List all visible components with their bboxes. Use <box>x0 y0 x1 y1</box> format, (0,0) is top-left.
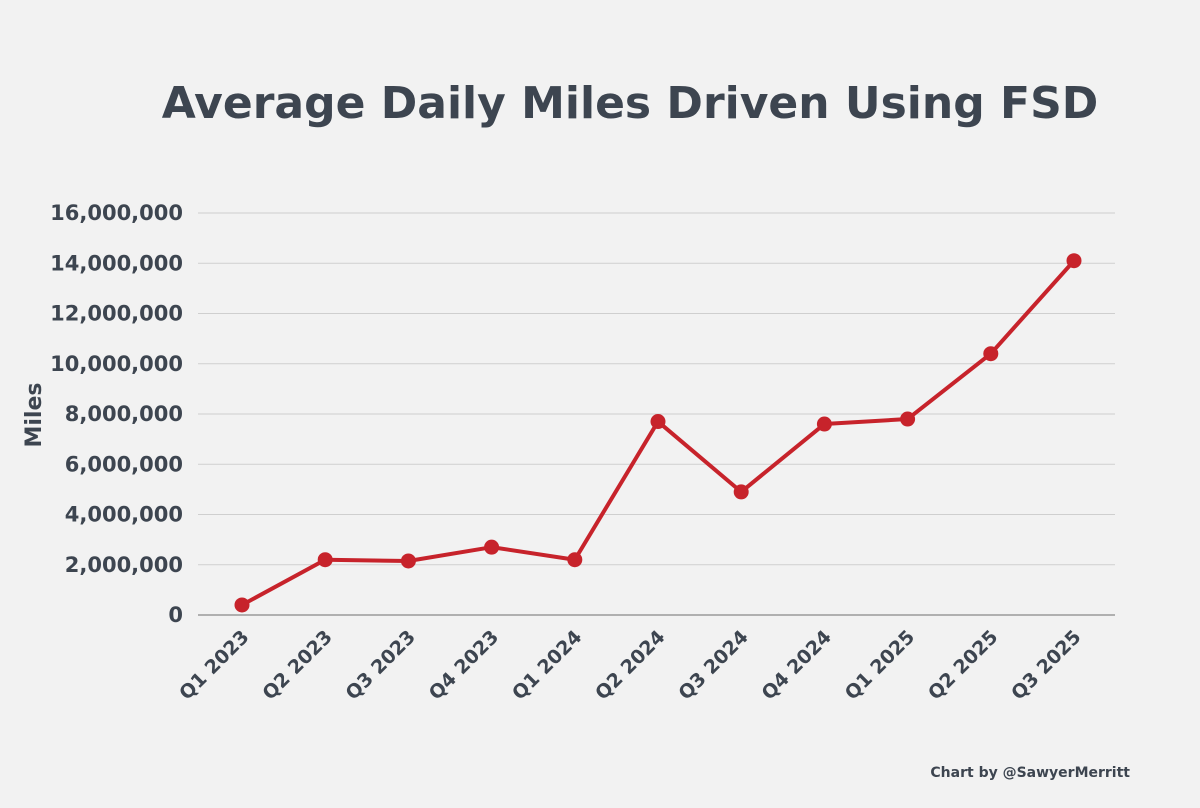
x-tick-label: Q4 2024 <box>758 626 836 704</box>
y-tick-label: 8,000,000 <box>65 402 183 426</box>
x-tick-label: Q1 2024 <box>508 626 586 704</box>
data-point <box>733 484 749 500</box>
y-tick-label: 6,000,000 <box>65 452 183 476</box>
data-point <box>816 416 832 432</box>
y-axis-label: Miles <box>22 383 47 448</box>
y-axis-ticks: 0 2,000,000 4,000,000 6,000,000 8,000,000 10,… <box>50 201 183 627</box>
x-tick-label: Q4 2023 <box>425 626 503 704</box>
x-tick-label: Q3 2023 <box>342 626 420 704</box>
series-line <box>241 259 1076 607</box>
x-tick-label: Q1 2025 <box>841 626 919 704</box>
chart-credit: Chart by @SawyerMerritt <box>930 765 1130 781</box>
x-axis-ticks: Q1 2023 Q2 2023 Q3 2023 Q4 2023 Q1 2024 Q2 20… <box>175 626 1085 704</box>
y-tick-label: 10,000,000 <box>50 352 183 376</box>
y-tick-label: 4,000,000 <box>65 503 183 527</box>
data-point <box>484 539 500 555</box>
x-tick-label: Q2 2025 <box>924 626 1002 704</box>
x-tick-label: Q2 2023 <box>258 626 336 704</box>
data-points <box>234 253 1082 613</box>
x-tick-label: Q1 2023 <box>175 626 253 704</box>
data-point <box>983 346 999 362</box>
y-tick-label: 12,000,000 <box>50 302 183 326</box>
data-point <box>400 553 416 569</box>
chart-title: Average Daily Miles Driven Using FSD <box>161 78 1099 129</box>
gridlines <box>198 212 1115 616</box>
y-tick-label: 16,000,000 <box>50 201 183 225</box>
x-tick-label: Q3 2024 <box>674 626 752 704</box>
x-tick-label: Q2 2024 <box>591 626 669 704</box>
data-point <box>650 414 666 430</box>
x-tick-label: Q3 2025 <box>1007 626 1085 704</box>
y-tick-label: 0 <box>168 603 183 627</box>
y-tick-label: 2,000,000 <box>65 553 183 577</box>
y-tick-label: 14,000,000 <box>50 251 183 275</box>
data-point <box>317 552 333 568</box>
data-point <box>1066 253 1082 269</box>
data-point <box>567 552 583 568</box>
data-point <box>234 597 250 613</box>
data-point <box>900 411 916 427</box>
